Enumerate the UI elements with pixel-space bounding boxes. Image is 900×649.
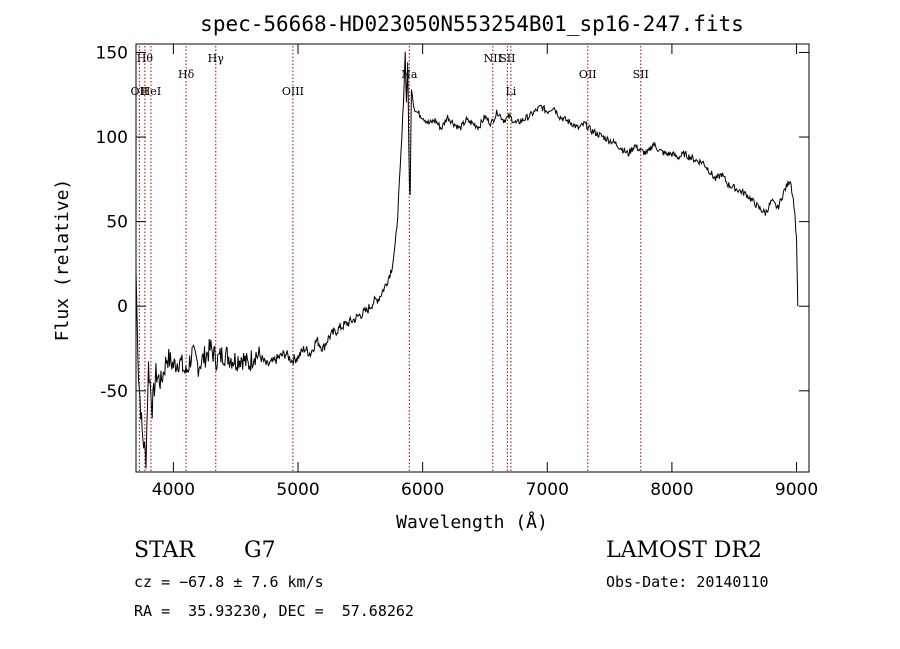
spectral-line-label: Hθ <box>137 52 154 65</box>
spectral-line-label: SII <box>499 52 515 65</box>
spectral-line-label: Hδ <box>178 68 195 81</box>
spectrum-chart: spec-56668-HD023050N553254B01_sp16-247.f… <box>52 12 819 533</box>
spectral-line-label: NII <box>484 52 502 65</box>
x-tick-label: 6000 <box>401 480 444 500</box>
y-axis-label: Flux (relative) <box>52 179 73 342</box>
observation-date: Obs-Date: 20140110 <box>606 573 769 591</box>
x-tick-label: 7000 <box>526 480 569 500</box>
survey-name: LAMOST DR2 <box>606 538 762 563</box>
series-layer <box>135 51 799 469</box>
x-tick-label: 9000 <box>775 480 818 500</box>
axes: 4000 5000 6000 7000 8000 9000 -50 0 50 100 150 <box>96 43 819 500</box>
y-tick-label: -50 <box>100 382 128 402</box>
spectral-line-label: Na <box>401 68 418 81</box>
spectral-line-label: OIII <box>282 85 304 98</box>
x-tick-label: 8000 <box>650 480 693 500</box>
y-tick-label: 50 <box>106 213 128 233</box>
spectral-line-label: OII <box>579 68 597 81</box>
redshift-velocity: cz = −67.8 ± 7.6 km/s <box>134 573 324 591</box>
spectral-line-label: OII <box>131 85 149 98</box>
y-tick-label: 0 <box>117 297 128 317</box>
spectrum-line <box>135 51 799 469</box>
x-tick-label: 5000 <box>276 480 319 500</box>
spectral-line-label: HeI <box>141 85 161 98</box>
spectral-line-label: Hγ <box>208 52 225 65</box>
x-axis-label: Wavelength (Å) <box>396 511 548 533</box>
object-subclass: G7 <box>244 538 276 563</box>
x-tick-label: 4000 <box>152 480 195 500</box>
y-tick-label: 150 <box>96 43 128 63</box>
spectral-line-label: SII <box>633 68 649 81</box>
object-class: STAR <box>134 538 195 563</box>
chart-title: spec-56668-HD023050N553254B01_sp16-247.f… <box>200 12 744 36</box>
coordinates: RA = 35.93230, DEC = 57.68262 <box>134 602 414 620</box>
plot-frame <box>135 43 810 473</box>
y-tick-label: 100 <box>96 128 128 148</box>
spectral-line-label: Li <box>505 85 516 98</box>
